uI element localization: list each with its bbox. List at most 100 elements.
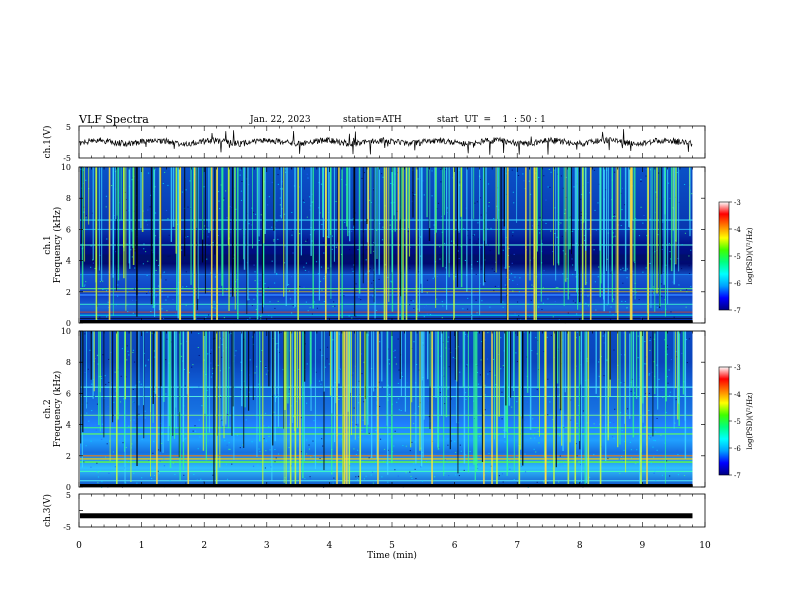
sferic-streak [169, 331, 172, 469]
spectrogram-speckle [418, 406, 420, 408]
spectrogram-speckle [277, 174, 279, 176]
spectrogram-speckle [303, 286, 305, 288]
spectrogram-speckle [91, 212, 94, 214]
spectrogram-speckle [180, 249, 183, 251]
spectrogram-speckle [147, 359, 150, 361]
spectrogram-speckle [135, 423, 137, 425]
spectrogram-speckle [311, 201, 313, 203]
spectrogram-speckle [413, 423, 415, 425]
sferic-streak [227, 167, 230, 246]
ch1-tick-label: -5 [63, 154, 71, 163]
sferic-streak [624, 331, 627, 473]
spectrogram-speckle [484, 394, 486, 396]
spectrogram-speckle [541, 308, 543, 310]
spectrogram-speckle [348, 315, 350, 317]
sferic-streak [294, 331, 296, 432]
sferic-streak [399, 331, 401, 379]
ch1-frequency-tick-label: 8 [66, 194, 71, 203]
spectrogram-speckle [388, 363, 391, 365]
sferic-streak [158, 167, 161, 311]
spectrogram-speckle [356, 479, 359, 481]
spectrogram-speckle [681, 352, 683, 354]
spectrogram-speckle [578, 427, 580, 429]
spectrogram-speckle [323, 252, 325, 254]
sferic-streak [130, 331, 132, 483]
sferic-streak [595, 331, 597, 394]
spectrogram-speckle [586, 282, 588, 284]
spectrogram-speckle [582, 431, 584, 433]
sferic-streak [391, 331, 393, 464]
sferic-streak [150, 331, 151, 477]
spectrogram-speckle [478, 436, 481, 438]
colorbar-tick-label: -5 [734, 253, 741, 261]
spectrogram-speckle [161, 290, 163, 292]
sferic-streak [455, 331, 457, 424]
x-tick-label: 0 [76, 541, 82, 551]
sferic-streak [117, 167, 120, 281]
sferic-streak [463, 331, 466, 464]
spectrogram-speckle [524, 453, 526, 455]
x-tick-label: 6 [452, 541, 458, 551]
spectrogram-speckle [101, 438, 103, 440]
spectrogram-speckle [298, 368, 300, 370]
sferic-streak [404, 331, 407, 412]
sferic-streak [177, 167, 180, 319]
spectrogram-speckle [305, 301, 307, 303]
spectrogram-speckle [668, 369, 670, 371]
spectrogram-speckle [288, 446, 290, 448]
spectrogram-speckle [343, 295, 345, 297]
spectrogram-speckle [502, 301, 504, 303]
spectrogram-speckle [593, 169, 596, 171]
sferic-streak [540, 167, 542, 302]
spectrogram-speckle [298, 233, 301, 235]
spectrogram-speckle [550, 230, 552, 232]
spectrogram-speckle [300, 451, 302, 453]
spectrogram-speckle [280, 331, 282, 333]
spectrogram-speckle [477, 238, 480, 240]
spectrogram-speckle [586, 360, 588, 362]
spectrogram-speckle [466, 364, 468, 366]
spectrogram-speckle [614, 408, 616, 410]
spectrogram-speckle [210, 376, 213, 378]
sferic-streak [261, 167, 263, 314]
spectrogram-speckle [351, 421, 353, 423]
spectrogram-speckle [153, 474, 156, 476]
spectrogram-speckle [86, 167, 89, 169]
sferic-streak [689, 167, 691, 237]
spectrogram-speckle [569, 399, 572, 401]
spectrogram-speckle [651, 371, 653, 373]
spectrogram-speckle [84, 333, 86, 335]
spectrogram-speckle [466, 308, 469, 310]
sferic-streak [244, 331, 246, 408]
spectrogram-speckle [502, 365, 504, 367]
spectrogram-speckle [160, 442, 163, 444]
spectrogram-speckle [370, 474, 372, 476]
spectrogram-speckle [407, 231, 409, 233]
sferic-streak [445, 331, 448, 418]
sferic-streak [163, 331, 165, 402]
sferic-streak [483, 167, 485, 241]
spectrogram-speckle [613, 349, 615, 351]
sferic-streak [577, 167, 579, 310]
sferic-streak [117, 331, 119, 420]
ch1-frequency-tick-label: 4 [66, 257, 71, 266]
sferic-streak [297, 331, 299, 428]
spectrogram-speckle [396, 210, 398, 212]
spectrogram-speckle [560, 175, 563, 177]
spectrogram-speckle [279, 215, 282, 217]
spectrogram-speckle [146, 293, 148, 295]
spectrogram-speckle [321, 289, 323, 291]
spectrogram-speckle [597, 396, 599, 398]
spectrogram-speckle [382, 176, 384, 178]
sferic-streak [82, 331, 84, 433]
sferic-streak [243, 167, 246, 270]
spectrogram-speckle [292, 252, 294, 254]
spectrogram-speckle [417, 308, 419, 310]
spectrogram-speckle [442, 305, 444, 307]
spectrogram-speckle [235, 208, 237, 210]
spectrogram-speckle [332, 339, 334, 341]
spectrogram-speckle [189, 180, 191, 182]
spectrogram-speckle [436, 288, 439, 290]
spectrogram-speckle [531, 284, 533, 286]
sferic-streak [536, 167, 538, 252]
